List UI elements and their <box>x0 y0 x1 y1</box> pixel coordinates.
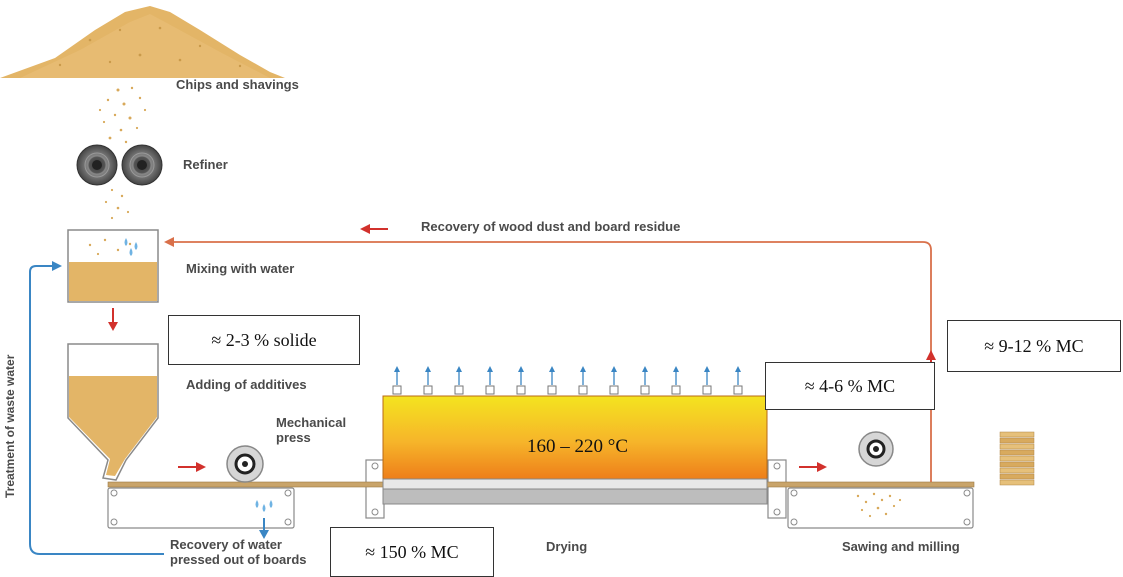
arrow-down-blue <box>259 518 269 539</box>
arrow-down-red <box>108 308 118 331</box>
additives-hopper <box>67 343 159 481</box>
stacked-board <box>999 431 1035 438</box>
label-recovery-dust: Recovery of wood dust and board residue <box>421 219 681 234</box>
vent-3 <box>454 366 464 395</box>
arrow-right-2 <box>799 462 827 472</box>
press-roller <box>226 445 264 483</box>
stacked-board <box>999 443 1035 450</box>
stacked-board <box>999 467 1035 474</box>
vent-7 <box>578 366 588 395</box>
vent-4 <box>485 366 495 395</box>
label-additives: Adding of additives <box>186 377 307 392</box>
board-stack <box>999 431 1035 486</box>
chip-pile <box>0 6 285 78</box>
label-chips: Chips and shavings <box>176 77 299 92</box>
stacked-board <box>999 473 1035 480</box>
vent-2 <box>423 366 433 395</box>
label-mechanical: Mechanical <box>276 415 347 430</box>
stacked-board <box>999 449 1035 456</box>
refiner-discs <box>76 144 163 186</box>
water-drops <box>255 500 273 512</box>
vent-1 <box>392 366 402 395</box>
label-recovery-water-2: pressed out of boards <box>170 551 307 567</box>
saw-roller <box>858 431 894 467</box>
label-waste-water: Treatment of waste water <box>3 354 17 498</box>
vent-6 <box>547 366 557 395</box>
vent-11 <box>702 366 712 395</box>
oven-temperature: 160 – 220 °C <box>527 436 629 457</box>
label-drying: Drying <box>546 539 588 554</box>
vent-9 <box>640 366 650 395</box>
label-refiner: Refiner <box>183 157 228 172</box>
vent-12 <box>733 366 743 395</box>
label-mechanical-press: Mechanical press <box>276 415 347 446</box>
stacked-board <box>999 461 1035 468</box>
conveyor-frames <box>107 459 974 529</box>
falling-chips <box>98 86 147 220</box>
annotation-solide: ≈ 2-3 % solide <box>168 315 360 365</box>
frame-bolts <box>110 462 971 526</box>
vent-10 <box>671 366 681 395</box>
mixing-tank <box>67 229 159 303</box>
stacked-board <box>999 479 1035 486</box>
sawdust <box>856 492 902 518</box>
label-recovery-water: Recovery of water pressed out of boards <box>170 537 307 568</box>
arrow-right-1 <box>178 462 206 472</box>
label-recovery-water-1: Recovery of water <box>170 537 282 552</box>
vent-5 <box>516 366 526 395</box>
label-sawing: Sawing and milling <box>842 539 960 554</box>
annotation-mc-150: ≈ 150 % MC <box>330 527 494 577</box>
annotation-mc-4-6: ≈ 4-6 % MC <box>765 362 935 410</box>
vent-8 <box>609 366 619 395</box>
label-mixing: Mixing with water <box>186 261 295 276</box>
stacked-board <box>999 455 1035 462</box>
oven-vents <box>392 366 743 395</box>
label-press: press <box>276 429 311 445</box>
drying-oven <box>382 395 768 505</box>
annotation-mc-9-12: ≈ 9-12 % MC <box>947 320 1121 372</box>
waste-water-line <box>29 261 164 555</box>
stacked-board <box>999 437 1035 444</box>
